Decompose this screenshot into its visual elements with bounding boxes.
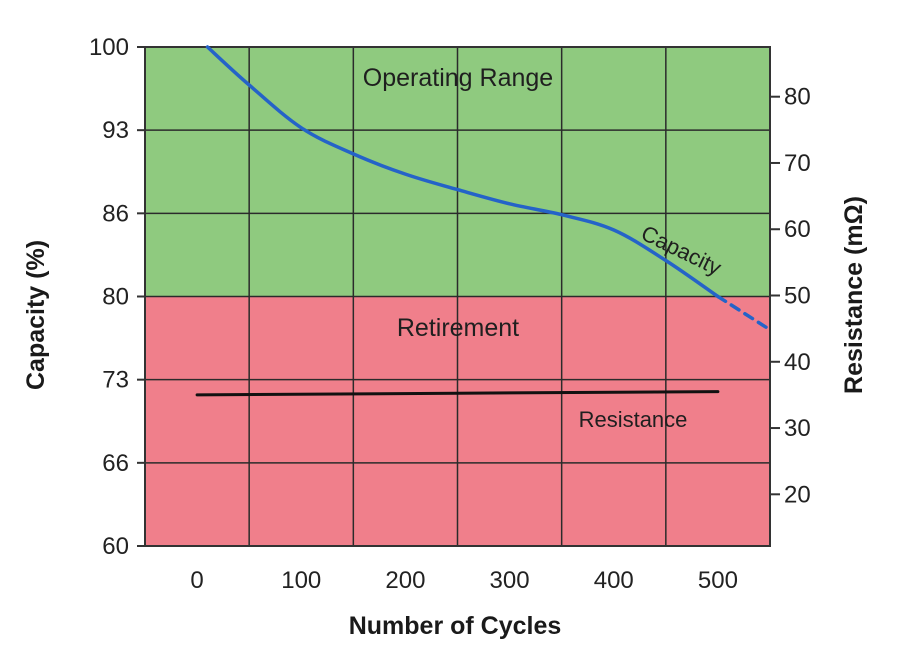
right-tick-label: 20 [784,481,811,508]
x-tick-label: 0 [190,567,203,594]
x-tick-label: 500 [698,567,738,594]
x-axis-ticks: 0 100 200 300 400 500 [190,567,738,594]
left-tick-label: 66 [102,450,129,477]
left-tick-label: 60 [102,533,129,560]
left-tick-label: 80 [102,284,129,311]
x-tick-label: 200 [385,567,425,594]
right-tick-label: 80 [784,84,811,111]
x-tick-label: 100 [281,567,321,594]
x-axis-title: Number of Cycles [349,612,562,640]
region-label-retirement: Retirement [397,314,519,342]
left-tick-label: 93 [102,117,129,144]
right-tick-label: 30 [784,415,811,442]
right-tick-label: 70 [784,150,811,177]
right-axis-ticks: 20 30 40 50 60 70 80 [770,84,811,508]
series-label-resistance: Resistance [579,407,688,432]
series-capacity [205,45,720,299]
series-layer [195,45,772,397]
left-tick-label: 100 [89,34,129,61]
x-tick-label: 300 [490,567,530,594]
left-y-axis-title: Capacity (%) [22,240,50,390]
series-resistance [195,390,720,397]
right-tick-label: 40 [784,349,811,376]
right-tick-label: 60 [784,216,811,243]
region-label-operating-range: Operating Range [363,64,553,92]
left-tick-label: 73 [102,367,129,394]
grid [145,47,770,546]
left-tick-label: 86 [102,200,129,227]
right-tick-label: 50 [784,283,811,310]
x-tick-label: 400 [594,567,634,594]
right-y-axis-title: Resistance (mΩ) [840,196,868,394]
left-axis-ticks: 60 66 73 80 86 93 100 [89,34,145,560]
series-capacity-projected [716,294,772,332]
